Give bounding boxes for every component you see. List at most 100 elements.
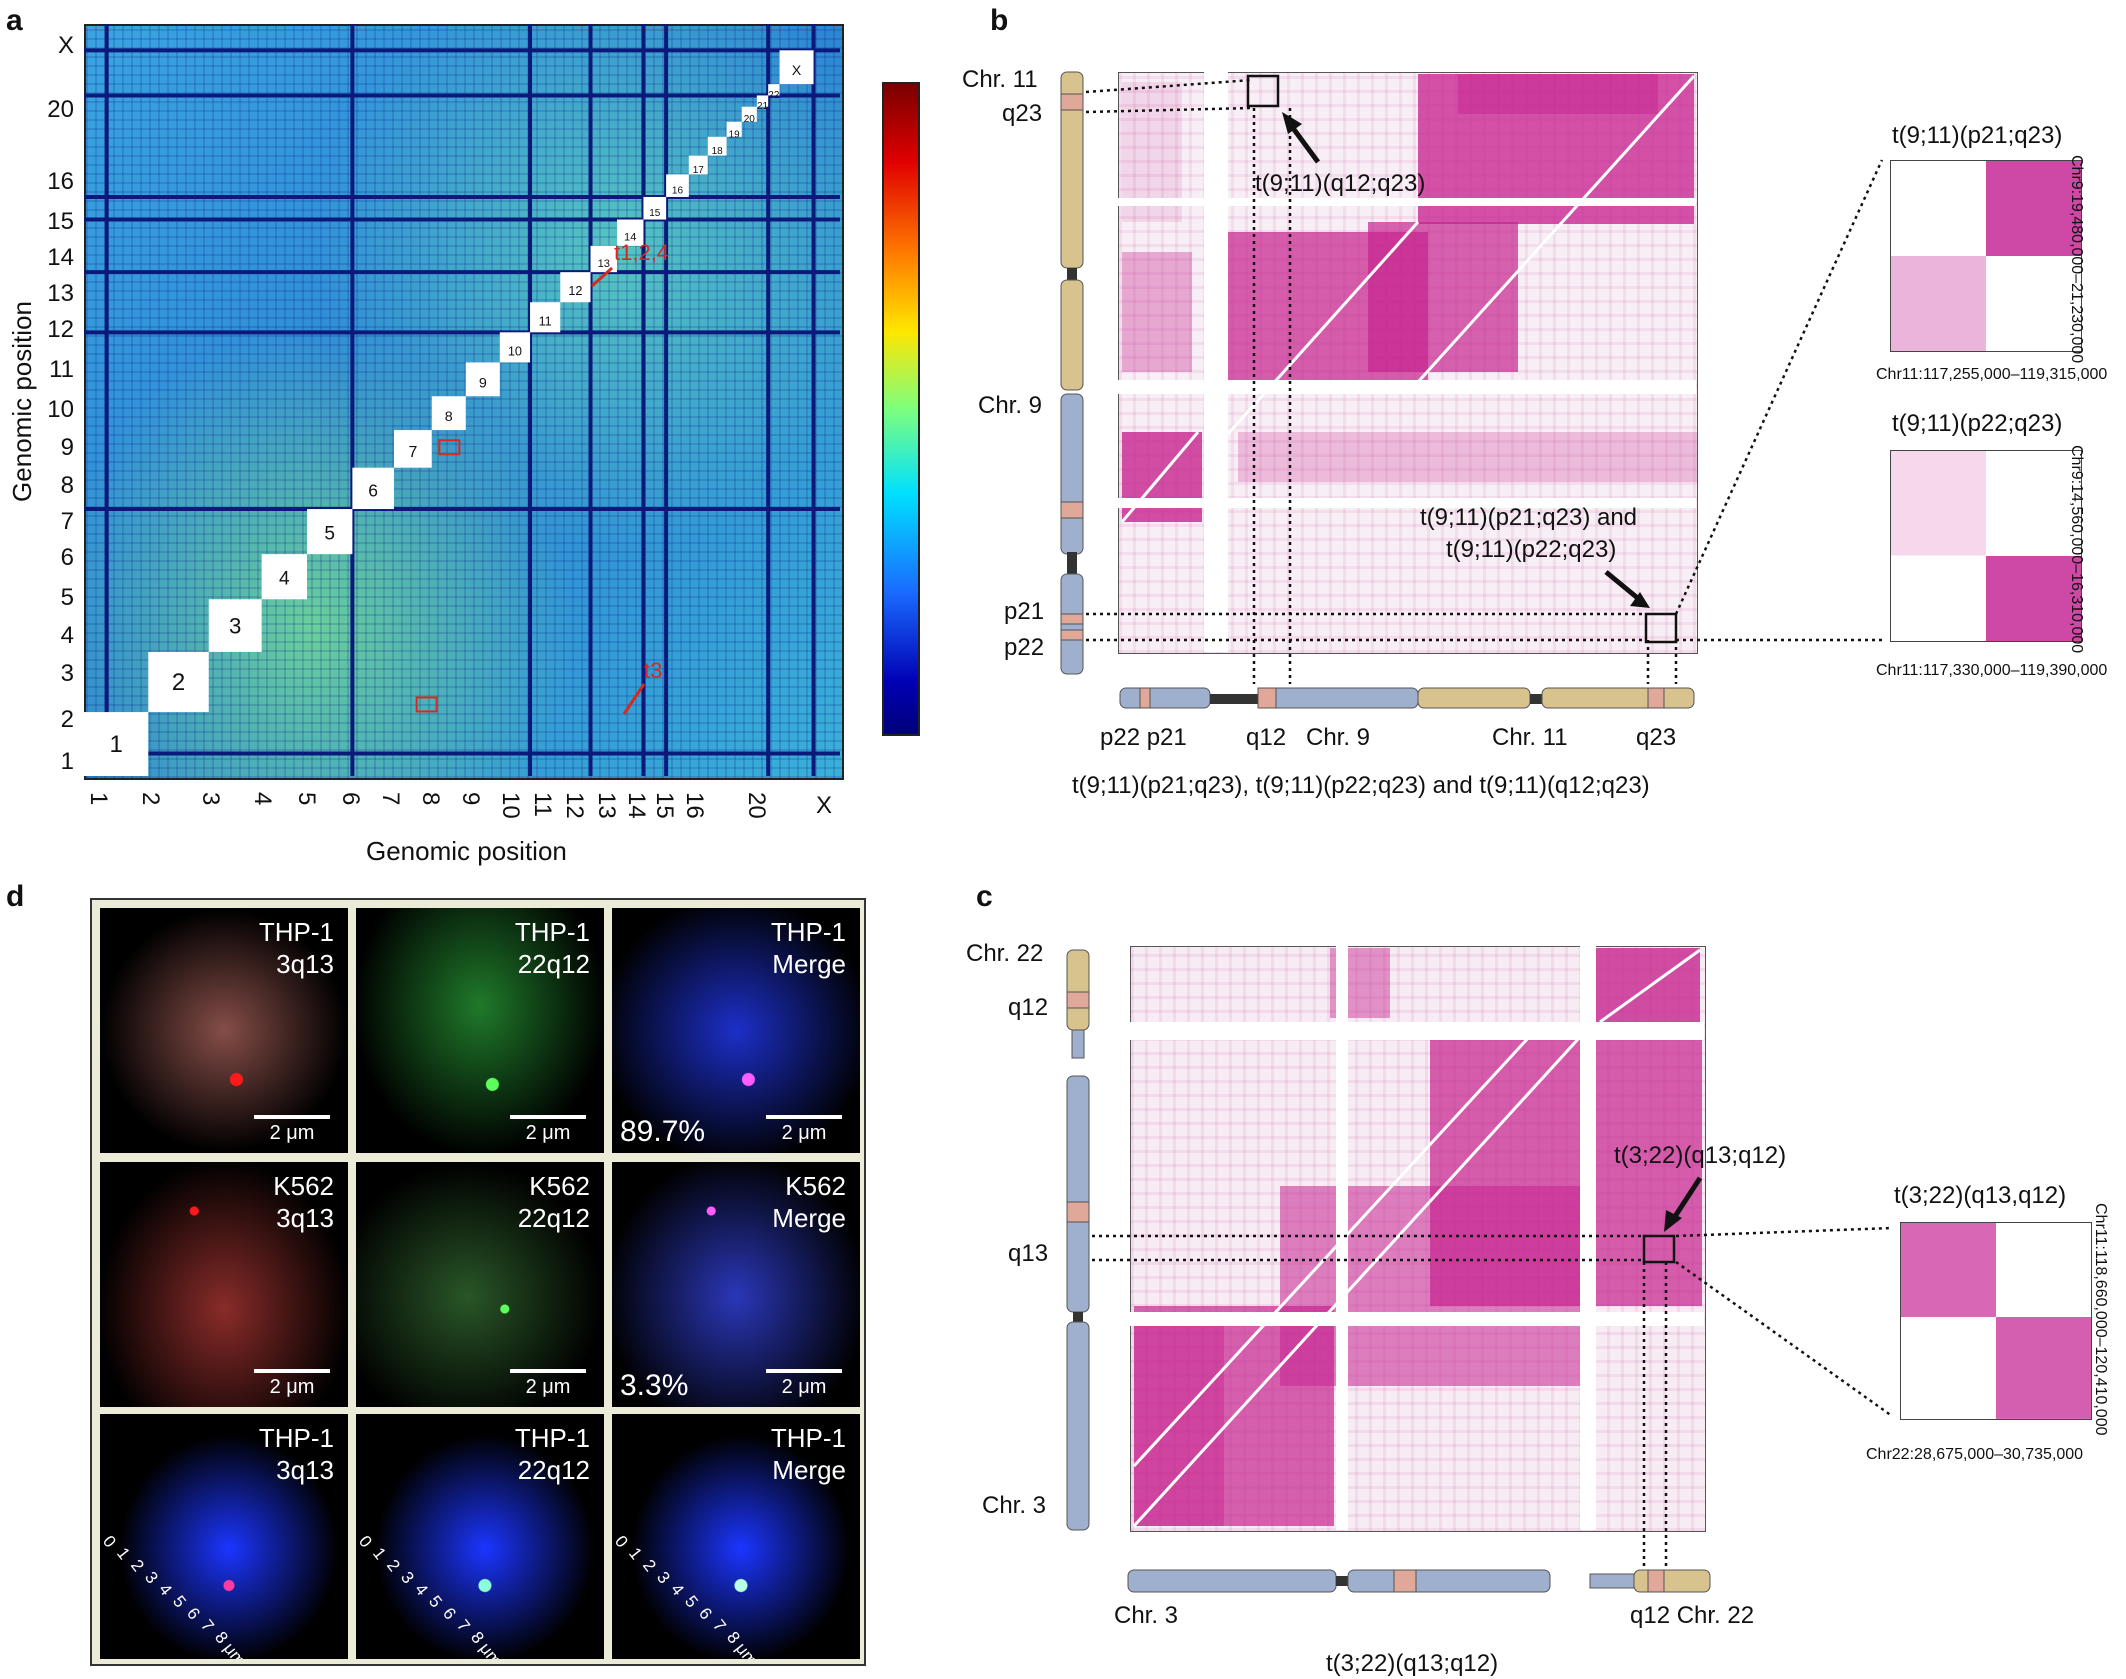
diag-label-4: 4: [279, 569, 290, 590]
x-tick-16: 16: [681, 792, 708, 819]
y-tick-5: 5: [60, 584, 74, 611]
annotation-t9-11-p21-and: t(9;11)(p21;q23) and: [1420, 504, 1638, 531]
scale-bar-text: 2 μm: [781, 1122, 827, 1144]
diag-block-13: [590, 245, 617, 273]
fish-cell-line: K562: [529, 1171, 590, 1201]
fish-image-3: THP-1 Merge 2 μm 89.7%: [612, 908, 860, 1153]
chromosome-ideogram-vertical: [1060, 71, 1084, 598]
z-axis-tick: 5: [681, 1592, 702, 1612]
panel-letter-c: c: [976, 880, 993, 913]
x-axis-ticks: 1 2 3 4 5 6 7 8 9 10 11 12 13 14 15 16 20 X: [84, 786, 844, 826]
label-p22: p22: [1004, 634, 1045, 661]
scale-bar: 2 μm: [254, 1369, 330, 1399]
scale-bar: 2 μm: [766, 1115, 842, 1145]
gap-band-1: [1118, 380, 1696, 394]
diag-block-1: [84, 712, 149, 776]
diag-block-14: [616, 219, 644, 246]
gap-band-2: [1580, 946, 1596, 1530]
scale-bar-line: [510, 1369, 586, 1373]
diagonal-line-2: [1120, 431, 1200, 523]
label-chr9: Chr. 9: [978, 392, 1043, 419]
diagonal-line-1: [1226, 220, 1420, 436]
contact-block-6: [1238, 432, 1698, 482]
fish-image-label: K562 22q12: [518, 1170, 590, 1234]
inset1-contact-map: [1890, 160, 2082, 352]
x-tick-8: 8: [417, 792, 444, 806]
x-tick-12: 12: [561, 792, 588, 819]
fish-image-label: THP-1 22q12: [515, 916, 590, 980]
fish-cell-line: K562: [273, 1171, 334, 1201]
gap-band-2: [1118, 498, 1696, 508]
scale-bar: 2 μm: [766, 1369, 842, 1399]
z-axis-tick: 3: [141, 1568, 162, 1588]
x-tick-7: 7: [377, 792, 404, 806]
diag-label-12: 12: [568, 284, 582, 298]
diag-label-19: 19: [729, 129, 741, 140]
annotation-t9-11-q12q23: t(9;11)(q12;q23): [1255, 170, 1426, 197]
diag-label-1: 1: [109, 731, 122, 758]
inset-c-contact-map: [1900, 1222, 2092, 1420]
annotation-t124-arrow: [590, 266, 614, 288]
fish-cell-line: THP-1: [258, 1423, 334, 1453]
z-axis-tick: 2: [383, 1556, 404, 1576]
scale-bar-line: [254, 1115, 330, 1119]
annotation-t3: t3: [644, 658, 662, 683]
color-scale-bar: [882, 82, 920, 736]
z-axis-tick: 1: [113, 1544, 134, 1564]
annotation-t3-arrow: [622, 683, 646, 715]
y-tick-10: 10: [47, 396, 74, 423]
bottom-label-p22p21: p22 p21: [1100, 724, 1187, 751]
label-q12: q12: [1008, 994, 1049, 1021]
z-axis-tick: 8 μm: [467, 1628, 506, 1659]
scale-bar-text: 2 μm: [269, 1376, 315, 1398]
hic-map-chr3-chr22-overlay: [1130, 946, 1704, 1530]
y-tick-6: 6: [60, 544, 74, 571]
scale-bar: 2 μm: [510, 1115, 586, 1145]
scale-bar-line: [766, 1369, 842, 1373]
diag-label-3: 3: [229, 614, 241, 639]
annotation-t9-11-p22: t(9;11)(p22;q23): [1446, 536, 1617, 563]
fish-cell-line: THP-1: [514, 917, 590, 947]
z-axis-tick: 7: [197, 1616, 218, 1636]
z-axis-tick: 2: [127, 1556, 148, 1576]
x-tick-6: 6: [337, 792, 364, 806]
diag-label-15: 15: [649, 208, 661, 219]
fish-image-8: THP-1 22q12 0 1 2 3 4 5 6 7 8 μm: [356, 1414, 604, 1659]
label-p21: p21: [1004, 598, 1045, 625]
panel-letter-a: a: [6, 4, 23, 37]
y-axis-label: Genomic position: [6, 301, 37, 502]
x-tick-3: 3: [197, 792, 224, 806]
gap-band-3: [1130, 1312, 1704, 1326]
bottom-label-chr9: Chr. 9: [1306, 724, 1371, 751]
y-tick-X: X: [57, 32, 74, 59]
z-axis-tick: 1: [625, 1544, 646, 1564]
y-tick-16: 16: [47, 168, 74, 195]
z-axis-tick: 6: [439, 1604, 460, 1624]
z-axis-tick: 7: [709, 1616, 730, 1636]
diag-label-X: X: [792, 63, 802, 79]
gap-band-0: [1204, 72, 1228, 652]
fish-probe: 3q13: [276, 1455, 334, 1485]
diag-label-10: 10: [508, 344, 522, 358]
fish-probe: Merge: [772, 1203, 846, 1233]
fish-image-4: K562 3q13 2 μm: [100, 1162, 348, 1407]
x-tick-2: 2: [137, 792, 164, 806]
y-axis-ticks: X 20 16 15 14 13 12 11 10 9 8 7 6 5 4 3 2 1: [40, 24, 80, 776]
scale-bar-line: [510, 1115, 586, 1119]
y-tick-4: 4: [60, 622, 74, 649]
fish-image-label: THP-1 3q13: [259, 916, 334, 980]
x-tick-11: 11: [529, 792, 556, 817]
inset1-side-label: Chr9:19,480,000–21,230,000: [2068, 155, 2085, 364]
x-tick-9: 9: [457, 792, 484, 806]
annotation-t3-22: t(3;22)(q13;q12): [1614, 1142, 1787, 1169]
inset-c-title: t(3;22)(q13,q12): [1894, 1182, 2067, 1209]
x-tick-13: 13: [593, 792, 620, 819]
fish-image-label: K562 3q13: [273, 1170, 334, 1234]
bottom-label-chr11: Chr. 11: [1492, 724, 1568, 751]
fish-probe: 22q12: [517, 949, 590, 979]
label-chr3: Chr. 3: [982, 1492, 1047, 1519]
fish-image-2: THP-1 22q12 2 μm: [356, 908, 604, 1153]
panel-c-caption: t(3;22)(q13;q12): [1326, 1650, 1499, 1677]
